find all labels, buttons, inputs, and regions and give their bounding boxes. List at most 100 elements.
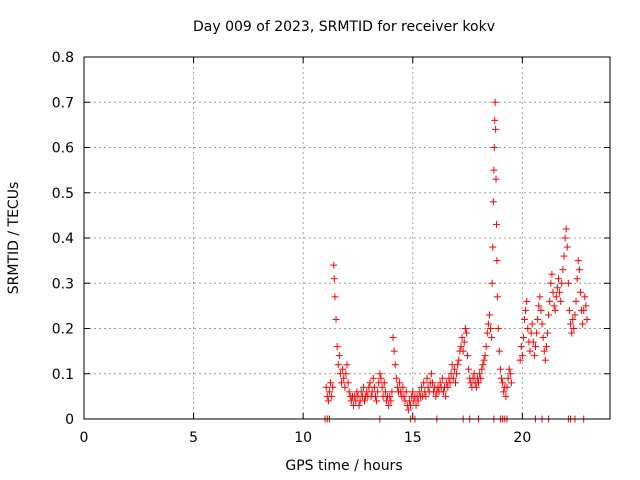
data-point	[544, 329, 552, 337]
data-point	[462, 329, 470, 337]
data-point	[531, 343, 539, 351]
data-point	[400, 392, 408, 400]
data-point	[327, 379, 335, 387]
data-point	[557, 297, 565, 305]
data-point	[493, 293, 501, 301]
data-point	[377, 374, 385, 382]
data-point	[370, 383, 378, 391]
data-point	[404, 406, 412, 414]
data-point	[496, 365, 504, 373]
data-point	[546, 297, 554, 305]
data-point	[560, 252, 568, 260]
data-point	[458, 334, 466, 342]
x-tick-label: 15	[404, 430, 422, 446]
data-point	[332, 315, 340, 323]
data-point	[391, 361, 399, 369]
data-point	[472, 383, 480, 391]
data-point	[328, 392, 336, 400]
data-point	[418, 383, 426, 391]
data-point	[556, 288, 564, 296]
data-point	[439, 388, 447, 396]
data-point	[505, 365, 513, 373]
data-point	[581, 293, 589, 301]
y-tick-label: 0	[65, 412, 74, 428]
data-point	[409, 388, 417, 396]
chart-title: Day 009 of 2023, SRMTID for receiver kok…	[193, 19, 495, 35]
data-point	[464, 352, 472, 360]
data-point	[575, 266, 583, 274]
data-point	[533, 329, 541, 337]
data-point	[541, 356, 549, 364]
data-point	[338, 379, 346, 387]
data-point	[502, 392, 510, 400]
data-point	[402, 388, 410, 396]
data-point	[538, 320, 546, 328]
data-point	[465, 365, 473, 373]
data-point	[561, 234, 569, 242]
data-point	[571, 311, 579, 319]
data-point	[385, 401, 393, 409]
data-point	[355, 401, 363, 409]
data-point	[488, 334, 496, 342]
data-point	[528, 320, 536, 328]
data-point	[389, 334, 397, 342]
data-point	[562, 225, 570, 233]
data-point	[488, 279, 496, 287]
data-point	[553, 284, 561, 292]
y-tick-label: 0.7	[52, 95, 74, 111]
data-point	[517, 343, 525, 351]
data-point	[582, 302, 590, 310]
data-point	[574, 257, 582, 265]
data-point	[333, 343, 341, 351]
data-point	[334, 361, 342, 369]
data-point	[476, 370, 484, 378]
data-point	[424, 383, 432, 391]
data-point	[570, 325, 578, 332]
data-point	[373, 397, 381, 405]
data-point	[489, 198, 497, 206]
data-point	[453, 370, 461, 378]
data-point	[386, 392, 394, 400]
data-point	[442, 392, 450, 400]
data-point	[455, 356, 463, 364]
data-point	[558, 279, 566, 287]
data-point	[545, 311, 553, 319]
data-point	[563, 243, 571, 251]
x-tick-label: 20	[513, 430, 531, 446]
data-point	[371, 392, 379, 400]
plot-frame	[83, 56, 611, 420]
data-point	[330, 261, 338, 269]
data-point	[498, 374, 506, 382]
data-point	[552, 293, 560, 301]
data-point	[451, 379, 459, 387]
data-point	[322, 383, 330, 391]
data-point	[461, 325, 469, 332]
data-point	[339, 365, 347, 373]
data-point	[396, 379, 404, 387]
data-point	[484, 320, 492, 328]
x-axis-label: GPS time / hours	[285, 458, 402, 474]
data-point	[329, 383, 337, 391]
y-tick-label: 0.1	[52, 367, 74, 383]
data-point	[345, 388, 353, 396]
data-point	[504, 374, 512, 382]
data-point	[478, 365, 486, 373]
data-point	[519, 334, 527, 342]
data-point	[361, 397, 369, 405]
data-point	[499, 379, 507, 387]
data-point	[380, 379, 388, 387]
data-point	[569, 315, 577, 323]
data-point	[549, 288, 557, 296]
data-point	[366, 379, 374, 387]
data-point	[572, 297, 580, 305]
data-point	[344, 379, 352, 387]
data-point	[526, 347, 534, 355]
data-point	[341, 383, 349, 391]
data-point	[500, 388, 508, 396]
data-point	[554, 275, 562, 283]
data-point	[335, 352, 343, 360]
data-point	[477, 374, 485, 382]
data-point	[457, 343, 465, 351]
data-point	[331, 293, 339, 301]
data-point	[580, 306, 588, 314]
